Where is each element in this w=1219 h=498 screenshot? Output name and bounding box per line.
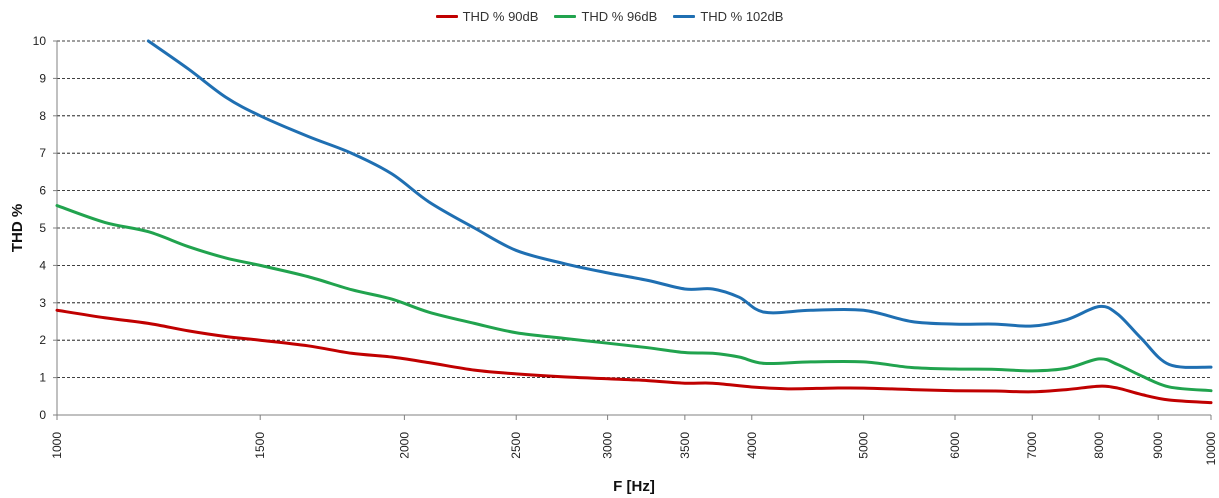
x-tick-label: 8000 [1092,432,1106,459]
y-tick-label: 5 [39,221,46,235]
legend-label: THD % 96dB [581,9,658,24]
x-tick-label: 4000 [745,432,759,459]
legend: THD % 90dB THD % 96dB THD % 102dB [0,6,1219,24]
series-lines [55,39,1213,405]
y-tick-label: 6 [39,184,46,198]
legend-item: THD % 102dB [673,9,783,24]
y-tick-label: 0 [39,408,46,422]
series-line-1 [55,308,1213,405]
x-tick-label: 6000 [948,432,962,459]
x-axis-ticks: 1000 1500 2000 2500 3000 3500 4000 5000 6000 7000… [50,415,1218,465]
x-tick-label: 5000 [857,432,871,459]
x-tick-label: 1500 [253,432,267,459]
x-tick-label: 3500 [678,432,692,459]
x-tick-label: 1000 [50,432,64,459]
legend-swatch [435,15,458,18]
legend-item: THD % 96dB [554,9,657,24]
legend-swatch [673,15,696,18]
x-tick-label: 2000 [397,432,411,459]
x-tick-label: 7000 [1025,432,1039,459]
x-tick-label: 9000 [1151,432,1165,459]
series-line-3 [146,39,1213,369]
legend-label: THD % 102dB [700,9,784,24]
legend-label: THD % 90dB [462,9,539,24]
y-tick-label: 9 [39,71,46,85]
y-axis-title: THD % [9,204,26,252]
y-tick-label: 1 [39,371,46,385]
y-tick-label: 4 [39,258,46,272]
y-tick-label: 7 [39,146,46,160]
y-axis-ticks: 0 1 2 3 4 5 6 7 8 9 10 [33,34,57,422]
legend-item: THD % 90dB [435,9,539,24]
y-tick-label: 10 [33,34,47,48]
y-tick-label: 2 [39,333,46,347]
series-line-2 [55,204,1213,393]
x-tick-label: 3000 [601,432,615,459]
grid-lines [57,40,1211,379]
y-tick-label: 3 [39,296,46,310]
x-tick-label: 10000 [1204,432,1218,466]
x-tick-label: 2500 [509,432,523,459]
y-tick-label: 8 [39,109,46,123]
x-axis-title: F [Hz] [613,478,655,495]
legend-swatch [554,15,577,18]
